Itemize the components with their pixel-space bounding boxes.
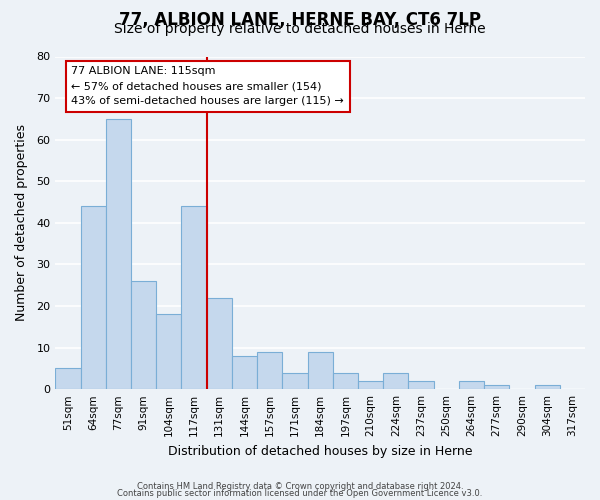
Bar — [535, 385, 560, 389]
Bar — [156, 314, 181, 389]
Bar — [459, 381, 484, 389]
Text: Contains public sector information licensed under the Open Government Licence v3: Contains public sector information licen… — [118, 489, 482, 498]
Text: 77, ALBION LANE, HERNE BAY, CT6 7LP: 77, ALBION LANE, HERNE BAY, CT6 7LP — [119, 11, 481, 29]
Bar — [308, 352, 333, 389]
Bar — [333, 372, 358, 389]
Text: Contains HM Land Registry data © Crown copyright and database right 2024.: Contains HM Land Registry data © Crown c… — [137, 482, 463, 491]
Bar — [358, 381, 383, 389]
X-axis label: Distribution of detached houses by size in Herne: Distribution of detached houses by size … — [168, 444, 472, 458]
Bar — [257, 352, 283, 389]
Bar — [55, 368, 80, 389]
Bar — [131, 281, 156, 389]
Y-axis label: Number of detached properties: Number of detached properties — [15, 124, 28, 322]
Bar — [206, 298, 232, 389]
Bar — [80, 206, 106, 389]
Text: Size of property relative to detached houses in Herne: Size of property relative to detached ho… — [114, 22, 486, 36]
Bar — [181, 206, 206, 389]
Text: 77 ALBION LANE: 115sqm
← 57% of detached houses are smaller (154)
43% of semi-de: 77 ALBION LANE: 115sqm ← 57% of detached… — [71, 66, 344, 106]
Bar — [484, 385, 509, 389]
Bar — [409, 381, 434, 389]
Bar — [232, 356, 257, 389]
Bar — [106, 119, 131, 389]
Bar — [283, 372, 308, 389]
Bar — [383, 372, 409, 389]
